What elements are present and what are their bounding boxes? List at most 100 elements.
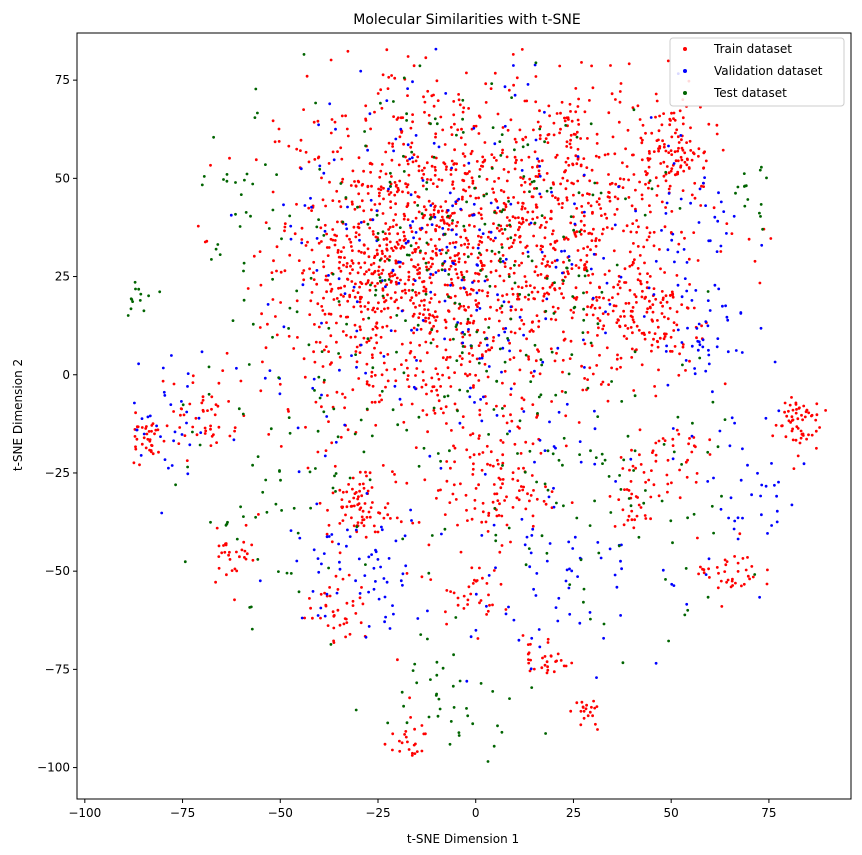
data-point (640, 158, 644, 162)
data-point (805, 437, 808, 441)
data-point (478, 434, 481, 438)
data-point (421, 184, 425, 188)
data-point (549, 347, 553, 351)
data-point (564, 236, 568, 240)
data-point (497, 250, 501, 254)
data-point (429, 341, 433, 345)
data-point (535, 497, 539, 501)
data-point (133, 401, 136, 405)
data-point (493, 71, 497, 75)
data-point (402, 212, 406, 216)
data-point (320, 305, 324, 308)
data-point (394, 137, 398, 141)
data-point (688, 359, 691, 363)
data-point (355, 300, 359, 304)
data-point (554, 196, 557, 200)
data-point (256, 111, 259, 115)
data-point (662, 160, 666, 164)
data-point (477, 196, 480, 200)
data-point (177, 442, 181, 445)
data-point (217, 381, 221, 385)
data-point (646, 272, 649, 275)
data-point (309, 299, 313, 303)
data-point (315, 269, 319, 272)
data-point (456, 220, 459, 224)
data-point (426, 430, 429, 434)
data-point (334, 490, 337, 493)
data-point (411, 220, 415, 223)
data-point (484, 337, 487, 341)
data-point (165, 424, 169, 428)
data-point (541, 286, 545, 290)
data-point (324, 603, 328, 607)
data-point (405, 428, 409, 432)
data-point (518, 235, 521, 239)
data-point (610, 227, 614, 231)
data-point (389, 316, 393, 319)
data-point (485, 582, 489, 585)
data-point (389, 200, 392, 204)
data-point (200, 401, 204, 405)
data-point (520, 396, 524, 400)
data-point (502, 168, 506, 171)
data-point (690, 158, 694, 162)
data-point (580, 364, 583, 368)
data-point (666, 490, 669, 494)
data-point (669, 335, 673, 339)
data-point (416, 323, 420, 327)
data-point (186, 472, 190, 476)
data-point (716, 586, 720, 590)
data-point (311, 616, 314, 620)
data-point (521, 137, 525, 141)
data-point (420, 575, 424, 579)
data-point (406, 143, 410, 147)
data-point (595, 181, 599, 185)
data-point (706, 450, 710, 454)
data-point (502, 190, 506, 194)
data-point (405, 572, 409, 575)
data-point (329, 643, 333, 646)
data-point (339, 314, 343, 318)
data-point (585, 703, 588, 707)
data-point (395, 314, 399, 317)
data-point (447, 228, 450, 231)
data-point (461, 131, 465, 134)
data-point (364, 535, 368, 539)
data-point (459, 304, 462, 308)
data-point (389, 185, 392, 188)
data-point (352, 524, 356, 528)
data-point (416, 268, 419, 272)
data-point (259, 283, 263, 287)
data-point (689, 126, 692, 130)
data-point (608, 495, 612, 498)
y-tick-label: −75 (45, 662, 70, 676)
data-point (481, 510, 485, 514)
data-point (550, 350, 554, 354)
data-point (562, 436, 566, 440)
data-point (318, 164, 322, 168)
data-point (591, 212, 594, 215)
data-point (398, 749, 402, 753)
data-point (350, 245, 353, 248)
data-point (223, 550, 227, 554)
data-point (517, 216, 520, 220)
data-point (468, 395, 472, 399)
data-point (358, 489, 361, 493)
data-point (264, 346, 268, 350)
data-point (412, 236, 415, 240)
data-point (444, 326, 448, 330)
data-point (593, 499, 596, 503)
data-point (375, 321, 379, 325)
data-point (474, 592, 478, 596)
data-point (372, 232, 375, 236)
data-point (424, 56, 428, 60)
data-point (395, 298, 398, 302)
data-point (452, 444, 455, 448)
data-point (660, 290, 664, 293)
data-point (509, 393, 513, 396)
data-point (438, 707, 442, 711)
data-point (373, 256, 376, 259)
data-point (380, 389, 384, 393)
data-point (425, 413, 429, 417)
data-point (408, 157, 412, 161)
